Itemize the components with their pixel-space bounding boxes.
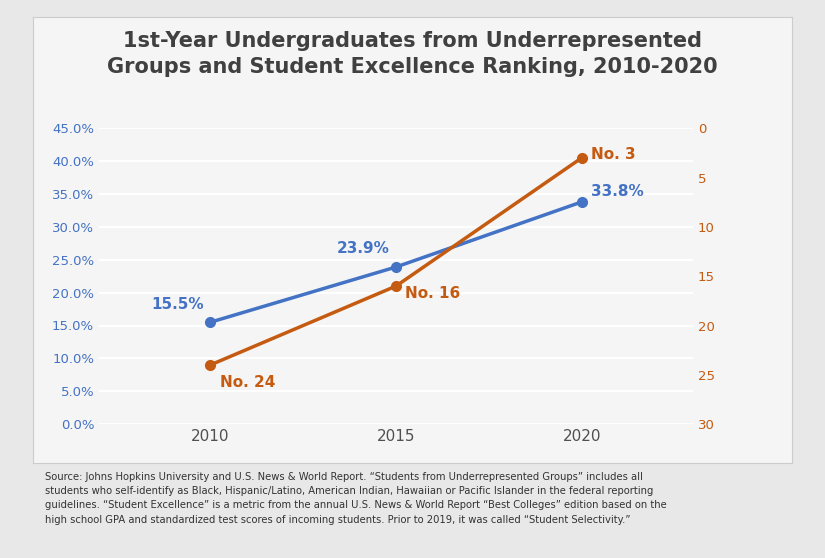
- Text: 23.9%: 23.9%: [337, 242, 389, 257]
- Text: 33.8%: 33.8%: [591, 184, 644, 199]
- Text: No. 24: No. 24: [219, 375, 275, 390]
- Text: No. 3: No. 3: [591, 147, 635, 162]
- Text: 1st-Year Undergraduates from Underrepresented
Groups and Student Excellence Rank: 1st-Year Undergraduates from Underrepres…: [107, 31, 718, 77]
- Text: No. 16: No. 16: [405, 286, 460, 301]
- Text: 15.5%: 15.5%: [151, 297, 204, 312]
- Text: Source: Johns Hopkins University and U.S. News & World Report. “Students from Un: Source: Johns Hopkins University and U.S…: [45, 472, 667, 525]
